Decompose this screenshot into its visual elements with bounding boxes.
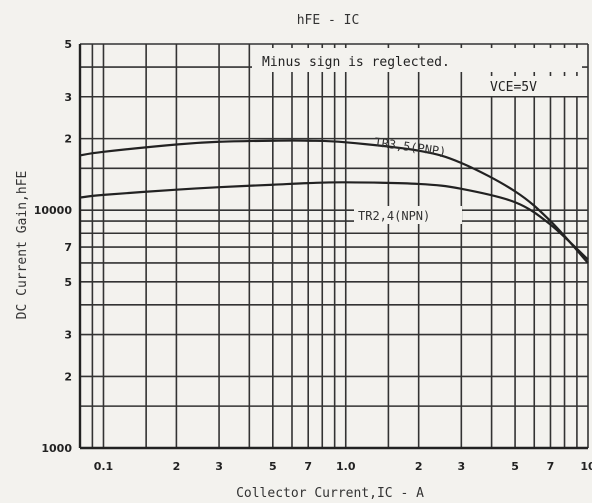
x-tick-label: 5: [269, 460, 277, 473]
x-axis-title: Collector Current,IC - A: [236, 486, 424, 501]
annotation-background: [252, 48, 582, 72]
x-tick-label: 10: [580, 460, 592, 473]
x-tick-label: 0.1: [94, 460, 114, 473]
x-tick-label: 5: [511, 460, 519, 473]
y-tick-label: 3: [64, 329, 72, 342]
annotation-minus-sign: Minus sign is reglected.: [262, 55, 450, 70]
y-tick-label: 5: [64, 276, 72, 289]
x-tick-label: 3: [457, 460, 465, 473]
series-line-pnp: [79, 139, 589, 264]
x-tick-label: 3: [215, 460, 223, 473]
x-tick-label: 7: [304, 460, 312, 473]
annotation-vce: VCE=5V: [490, 80, 537, 95]
x-tick-label: 2: [415, 460, 423, 473]
chart-title: hFE - IC: [297, 13, 360, 28]
x-tick-label: 1.0: [336, 460, 356, 473]
series-label-npn: TR2,4(NPN): [358, 209, 430, 223]
y-tick-label: 1000: [41, 442, 72, 455]
x-tick-label: 2: [173, 460, 181, 473]
y-tick-label: 5: [64, 38, 72, 51]
curves: TR3,5(PNP)TR2,4(NPN): [79, 135, 589, 264]
y-tick-label: 3: [64, 91, 72, 104]
y-tick-label: 2: [64, 133, 72, 146]
series-label-background: [354, 206, 462, 224]
y-tick-label: 2: [64, 370, 72, 383]
vce-background: [486, 76, 582, 96]
tick-labels: 0.1 2 3 5 7 1.0 2 3 5 7 10 1000 2 3 5 7 10000 2 3 5: [34, 38, 592, 473]
y-axis-title: DC Current Gain,hFE: [15, 171, 30, 320]
y-tick-label: 7: [64, 241, 72, 254]
grid: [78, 43, 589, 450]
y-tick-label: 10000: [34, 204, 73, 217]
series-line-npn: [79, 181, 589, 261]
x-tick-label: 7: [547, 460, 555, 473]
